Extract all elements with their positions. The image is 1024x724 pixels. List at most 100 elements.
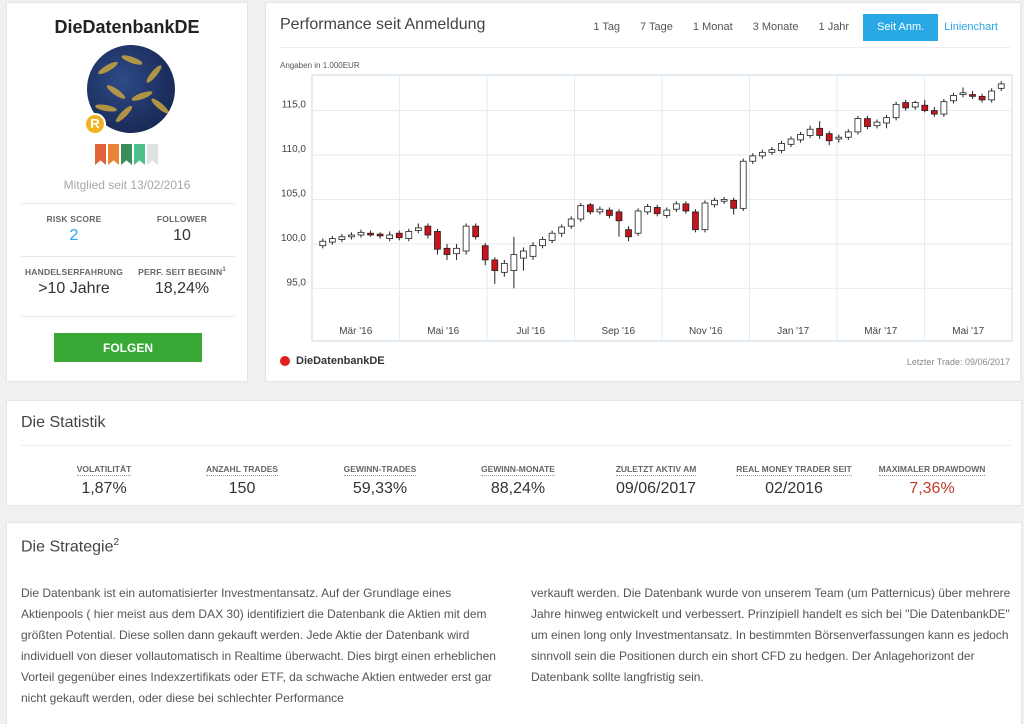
range-since-signup[interactable]: Seit Anm. xyxy=(863,14,939,41)
candle-down xyxy=(730,199,738,209)
kpi-value: 09/06/2017 xyxy=(615,480,697,497)
candle-down xyxy=(921,104,929,111)
range-7-days[interactable]: 7 Tage xyxy=(640,21,673,33)
candlestick-chart: 95,0 100,0 105,0 110,0 115,0 Mär '16 Mai '16 Ju… xyxy=(281,74,1013,342)
candle-up xyxy=(950,95,957,102)
candle-down xyxy=(491,259,499,271)
candle-down xyxy=(443,247,451,255)
kpi-label[interactable]: ANZAHL TRADES xyxy=(205,464,279,476)
candle-down xyxy=(653,207,661,215)
candle-up xyxy=(577,205,585,220)
candle-up xyxy=(988,90,996,101)
candle-up xyxy=(768,149,776,153)
strategy-card: Die Strategie2 Die Datenbank ist ein aut… xyxy=(6,522,1022,724)
candle-up xyxy=(539,239,546,247)
kpi-label[interactable]: ZULETZT AKTIV AM xyxy=(615,464,697,476)
line-chart-link[interactable]: Linienchart xyxy=(944,21,998,33)
range-1-day[interactable]: 1 Tag xyxy=(593,21,621,33)
candle-up xyxy=(405,231,413,239)
candle-up xyxy=(338,236,346,240)
kpi-label[interactable]: MAXIMALER DRAWDOWN xyxy=(878,464,986,476)
kpi-max-drawdown: MAXIMALER DRAWDOWN 7,36% xyxy=(863,459,1001,498)
candle-up xyxy=(997,83,1005,89)
candle-up xyxy=(844,131,852,138)
candle-down xyxy=(376,233,384,237)
kpi-value: 02/2016 xyxy=(765,480,823,497)
x-tick-label: Jan '17 xyxy=(777,326,809,337)
candle-up xyxy=(672,203,680,210)
range-1-month[interactable]: 1 Monat xyxy=(692,21,733,33)
kpi-value: 150 xyxy=(228,480,256,497)
kpi-label[interactable]: GEWINN-MONATE xyxy=(481,464,555,476)
risk-flag xyxy=(121,144,132,165)
experience-value: >10 Jahre xyxy=(38,280,110,297)
candle-up xyxy=(558,226,566,234)
candle-down xyxy=(395,232,403,239)
candle-up xyxy=(453,247,460,255)
y-tick-label: 105,0 xyxy=(281,188,306,199)
candle-up xyxy=(529,245,537,257)
follower-stat: FOLLOWER 10 xyxy=(122,214,242,245)
risk-flag xyxy=(147,144,158,165)
performance-title: Performance seit Anmeldung xyxy=(280,16,486,33)
candle-up xyxy=(663,209,671,216)
candle-up xyxy=(701,202,709,231)
statistics-title: Die Statistik xyxy=(21,414,106,431)
follow-button[interactable]: FOLGEN xyxy=(54,333,202,362)
kpi-label[interactable]: REAL MONEY TRADER SEIT xyxy=(736,464,852,476)
candle-down xyxy=(586,204,594,213)
range-3-months[interactable]: 3 Monate xyxy=(752,21,799,33)
risk-flag xyxy=(134,144,145,165)
candle-down xyxy=(692,211,699,231)
candle-up xyxy=(596,208,604,213)
candle-up xyxy=(835,136,843,140)
strategy-title-text: Die Strategie xyxy=(21,538,114,556)
candle-up xyxy=(644,206,652,213)
chart-legend: DieDatenbankDE xyxy=(280,355,385,367)
y-tick-label: 100,0 xyxy=(281,233,306,244)
y-tick-label: 115,0 xyxy=(282,100,307,111)
strategy-text-left: Die Datenbank ist ein automatisierter In… xyxy=(21,586,496,705)
candle-up xyxy=(883,117,890,124)
candle-down xyxy=(367,232,374,236)
x-tick-label: Mai '16 xyxy=(427,326,459,337)
candle-up xyxy=(797,134,804,141)
kpi-value: 88,24% xyxy=(490,480,546,497)
candle-down xyxy=(615,211,623,222)
candle-down xyxy=(481,245,489,261)
strategy-text-right: verkauft werden. Die Datenbank wurde von… xyxy=(531,586,1011,684)
risk-score-stat: RISK SCORE 2 xyxy=(14,214,134,245)
risk-score-label: RISK SCORE xyxy=(46,214,102,224)
kpi-winning-months: GEWINN-MONATE 88,24% xyxy=(449,459,587,498)
kpi-label[interactable]: GEWINN-TRADES xyxy=(343,464,417,476)
x-tick-label: Nov '16 xyxy=(689,326,723,337)
candle-up xyxy=(940,101,948,115)
experience-stat: HANDELSERFAHRUNG >10 Jahre xyxy=(14,267,134,298)
candle-down xyxy=(825,133,833,142)
candle-up xyxy=(778,143,785,151)
member-since: Mitglied seit 13/02/2016 xyxy=(63,178,191,192)
trader-name: DieDatenbankDE xyxy=(54,17,200,37)
x-tick-label: Mai '17 xyxy=(952,326,984,337)
candle-down xyxy=(864,118,871,127)
candle-down xyxy=(682,203,690,212)
candle-up xyxy=(567,218,575,227)
range-tabs: 1 Tag 7 Tage 1 Monat 3 Monate 1 Jahr Sei… xyxy=(583,14,1008,41)
risk-flag xyxy=(108,144,119,165)
candle-up xyxy=(548,232,556,241)
candle-up xyxy=(348,234,355,238)
profile-card: DieDatenbankDE R Mitglied seit 13/02/201… xyxy=(6,2,248,382)
candle-down xyxy=(816,127,824,136)
kpi-value: 1,87% xyxy=(81,480,127,497)
y-tick-label: 95,0 xyxy=(287,277,307,288)
performance-value: 18,24% xyxy=(154,280,210,297)
kpi-winning-trades: GEWINN-TRADES 59,33% xyxy=(311,459,449,498)
range-1-year[interactable]: 1 Jahr xyxy=(818,21,850,33)
x-tick-label: Mär '16 xyxy=(339,326,372,337)
kpi-label[interactable]: VOLATILITÄT xyxy=(76,464,132,476)
risk-score-value[interactable]: 2 xyxy=(69,227,79,244)
divider xyxy=(21,316,235,317)
candle-up xyxy=(414,227,422,231)
candle-up xyxy=(854,118,862,133)
candle-up xyxy=(892,103,900,119)
